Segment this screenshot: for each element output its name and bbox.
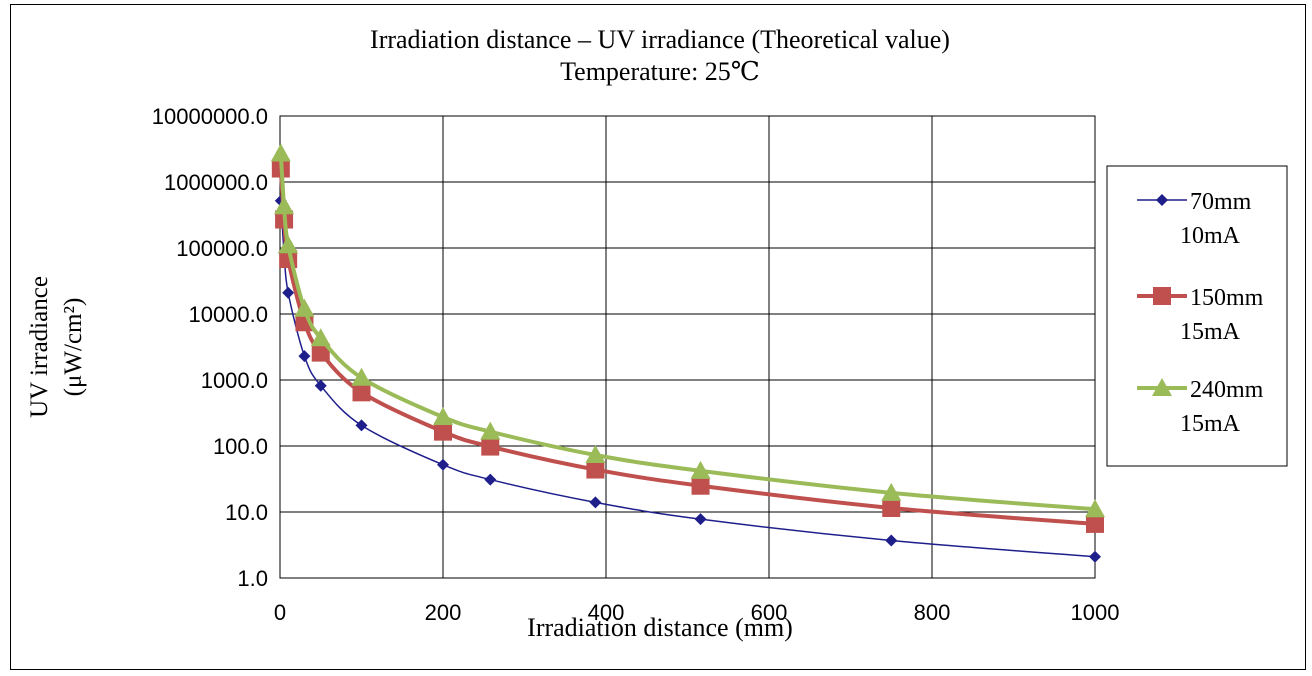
data-point: [351, 367, 372, 386]
data-point: [294, 298, 315, 317]
y-axis-label: UV irradiance (μW/cm²): [26, 276, 87, 418]
x-tick-label: 800: [914, 600, 951, 625]
y-tick-label: 10000000.0: [152, 104, 268, 129]
series-2: [270, 143, 1105, 518]
data-point: [882, 498, 901, 517]
series-line: [280, 200, 1096, 558]
y-tick-label: 1000.0: [201, 368, 268, 393]
data-point: [278, 235, 299, 254]
chart-subtitle: Temperature: 25℃: [560, 57, 760, 86]
legend: 70mm 10mA 150mm 15mA 240mm 15mA: [1106, 165, 1288, 467]
legend-label-line2: 15mA: [1180, 319, 1241, 345]
data-point: [434, 422, 452, 441]
data-point: [270, 143, 291, 162]
legend-marker: [1152, 378, 1172, 396]
y-tick-label: 100.0: [213, 434, 268, 459]
legend-item: 150mm 15mA: [1137, 285, 1264, 345]
legend-item: 70mm 10mA: [1137, 189, 1252, 249]
data-point: [1085, 499, 1105, 518]
data-point: [585, 445, 606, 464]
data-point: [437, 458, 449, 471]
legend-label-line1: 240mm: [1190, 377, 1264, 403]
data-point: [274, 196, 295, 215]
legend-label-line1: 70mm: [1190, 189, 1252, 215]
data-point: [589, 496, 602, 509]
data-point: [314, 379, 327, 392]
x-tick-label: 0: [274, 600, 286, 625]
data-point: [310, 328, 331, 347]
legend-label-line2: 10mA: [1180, 223, 1241, 249]
y-axis-label-line1: UV irradiance: [26, 276, 53, 418]
data-point: [484, 473, 497, 486]
legend-label-line1: 150mm: [1190, 285, 1264, 311]
data-point: [480, 421, 501, 440]
data-point: [311, 343, 330, 362]
data-point: [298, 350, 311, 363]
y-tick-label: 10000.0: [188, 302, 268, 327]
x-tick-label: 200: [425, 600, 462, 625]
y-tick-label: 100000.0: [176, 236, 268, 261]
data-point: [352, 383, 371, 402]
legend-marker: [1156, 194, 1168, 206]
y-tick-label: 10.0: [225, 500, 268, 525]
x-tick-label: 400: [588, 600, 625, 625]
x-tick-label: 1000: [1071, 600, 1120, 625]
data-point: [885, 534, 898, 547]
data-point: [691, 476, 710, 495]
legend-label-line2: 15mA: [1180, 411, 1241, 437]
legend-box: [1106, 165, 1288, 467]
data-point: [586, 460, 605, 479]
data-point: [282, 286, 295, 299]
data-point: [433, 407, 453, 426]
data-point: [1086, 514, 1104, 533]
plot-border: [279, 115, 1096, 579]
data-point: [481, 437, 500, 456]
data-point: [694, 513, 707, 526]
data-point: [1089, 550, 1101, 563]
plot-area: [280, 116, 1095, 578]
data-point: [690, 460, 711, 479]
x-tick-label: 600: [751, 600, 788, 625]
y-tick-label: 1.0: [237, 566, 268, 591]
y-tick-label: 1000000.0: [164, 170, 268, 195]
data-point: [355, 419, 368, 432]
series-layer: [270, 143, 1105, 563]
legend-item: 240mm 15mA: [1137, 377, 1264, 437]
y-axis-tick-labels: 1.0 10.0 100.0 1000.0 10000.0 100000.0 1000000…: [152, 104, 268, 591]
x-axis-tick-labels: 0 200 400 600 800 1000: [274, 600, 1120, 625]
y-axis-label-line2: (μW/cm²): [60, 298, 87, 397]
chart-title: Irradiation distance – UV irradiance (Th…: [370, 25, 950, 54]
data-point: [881, 482, 902, 501]
x-axis-label: Irradiation distance (mm): [527, 613, 793, 642]
legend-marker: [1153, 287, 1171, 305]
